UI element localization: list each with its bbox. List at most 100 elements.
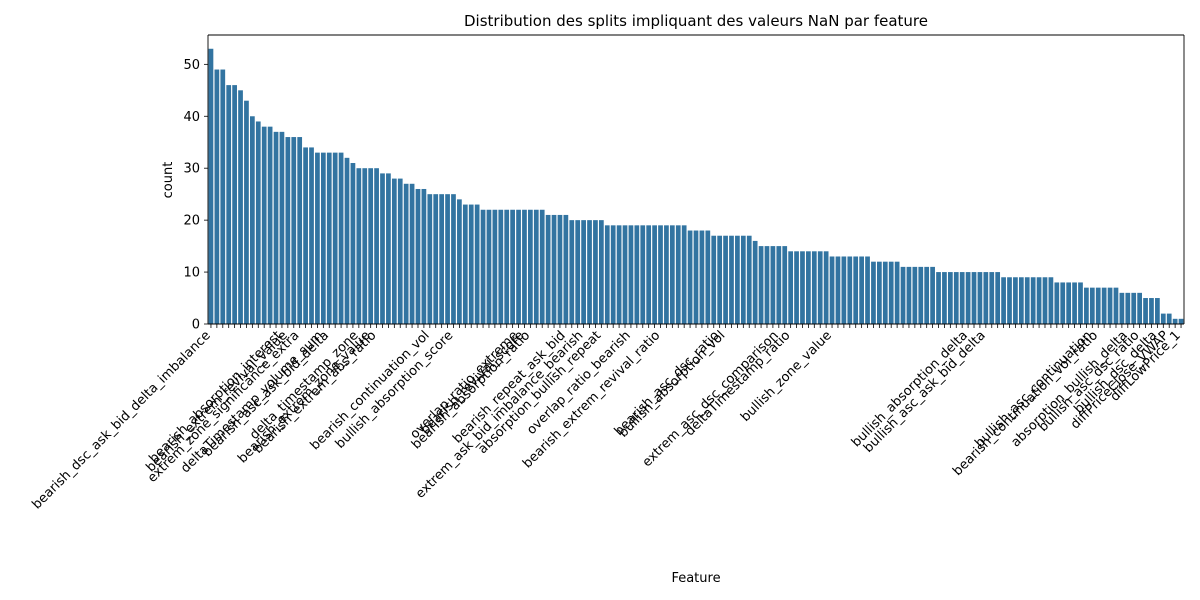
bar bbox=[806, 251, 811, 324]
bar bbox=[427, 194, 433, 324]
bar bbox=[930, 266, 935, 324]
bar bbox=[593, 220, 598, 324]
bar bbox=[445, 194, 450, 324]
bar bbox=[297, 137, 303, 324]
bar bbox=[1149, 298, 1154, 324]
bar bbox=[936, 272, 941, 324]
bar bbox=[291, 137, 297, 324]
bar bbox=[1048, 277, 1054, 324]
bar bbox=[1137, 292, 1142, 324]
bar bbox=[386, 173, 391, 324]
bar bbox=[551, 214, 557, 324]
bar bbox=[817, 251, 823, 324]
bar bbox=[539, 209, 545, 324]
bar bbox=[391, 178, 397, 324]
bar bbox=[504, 209, 510, 324]
bar bbox=[794, 251, 799, 324]
bar bbox=[610, 225, 616, 324]
bar bbox=[971, 272, 977, 324]
bar bbox=[545, 214, 551, 324]
bar bbox=[320, 152, 326, 324]
bar bbox=[1095, 287, 1101, 324]
bar bbox=[995, 272, 1001, 324]
bar bbox=[1107, 287, 1113, 324]
bar bbox=[770, 246, 776, 324]
bar bbox=[273, 131, 279, 324]
bar bbox=[1013, 277, 1018, 324]
bar bbox=[1155, 298, 1160, 324]
bar bbox=[847, 256, 853, 324]
x-tick-label: bullish_absorption_delta bbox=[849, 328, 971, 450]
bar bbox=[344, 157, 350, 324]
bar bbox=[480, 209, 486, 324]
bar bbox=[1143, 298, 1148, 324]
bar bbox=[1089, 287, 1095, 324]
bar bbox=[279, 131, 285, 324]
bar bbox=[1131, 292, 1137, 324]
bar bbox=[208, 48, 214, 324]
bar bbox=[800, 251, 805, 324]
x-axis-label: Feature bbox=[671, 571, 720, 586]
bar bbox=[332, 152, 338, 324]
bar bbox=[403, 183, 409, 324]
bar bbox=[338, 152, 344, 324]
bar bbox=[232, 85, 237, 324]
bar bbox=[415, 188, 421, 324]
bar bbox=[1007, 277, 1012, 324]
bar bbox=[729, 235, 734, 324]
bar bbox=[664, 225, 669, 324]
bar bbox=[646, 225, 652, 324]
bar bbox=[947, 272, 953, 324]
bar bbox=[965, 272, 971, 324]
bar bbox=[1054, 282, 1060, 324]
bar bbox=[303, 147, 308, 324]
bar bbox=[900, 266, 906, 324]
bar bbox=[628, 225, 634, 324]
bar bbox=[882, 261, 888, 324]
bar bbox=[528, 209, 533, 324]
bar bbox=[835, 256, 841, 324]
bar bbox=[823, 251, 829, 324]
bar bbox=[871, 261, 876, 324]
bar bbox=[1172, 318, 1178, 324]
bar bbox=[1084, 287, 1089, 324]
bar bbox=[1101, 287, 1107, 324]
bar bbox=[699, 230, 705, 324]
bar bbox=[977, 272, 983, 324]
bar bbox=[309, 147, 314, 324]
bar bbox=[717, 235, 723, 324]
bar bbox=[255, 121, 261, 324]
bar bbox=[877, 261, 882, 324]
bar bbox=[250, 116, 255, 325]
bar bbox=[1030, 277, 1036, 324]
bar bbox=[261, 126, 267, 324]
bar bbox=[942, 272, 947, 324]
bar bbox=[924, 266, 930, 324]
bar bbox=[953, 272, 959, 324]
bar bbox=[362, 168, 368, 324]
bar bbox=[983, 272, 989, 324]
bar bbox=[634, 225, 640, 324]
bar bbox=[238, 90, 243, 324]
bar bbox=[1160, 313, 1166, 324]
bar bbox=[267, 126, 273, 324]
bar bbox=[516, 209, 521, 324]
bar bbox=[1119, 292, 1125, 324]
bar bbox=[865, 256, 870, 324]
bar bbox=[220, 69, 226, 324]
y-axis-label: count bbox=[161, 162, 176, 199]
bar bbox=[669, 225, 675, 324]
bar bbox=[1042, 277, 1048, 324]
bar bbox=[563, 214, 569, 324]
bar bbox=[492, 209, 498, 324]
bar bbox=[764, 246, 770, 324]
bar bbox=[811, 251, 817, 324]
bar bbox=[989, 272, 995, 324]
bar bbox=[752, 240, 758, 324]
bar bbox=[451, 194, 456, 324]
bar bbox=[462, 204, 468, 324]
bar bbox=[681, 225, 687, 324]
bar bbox=[457, 199, 462, 324]
bar bbox=[723, 235, 728, 324]
